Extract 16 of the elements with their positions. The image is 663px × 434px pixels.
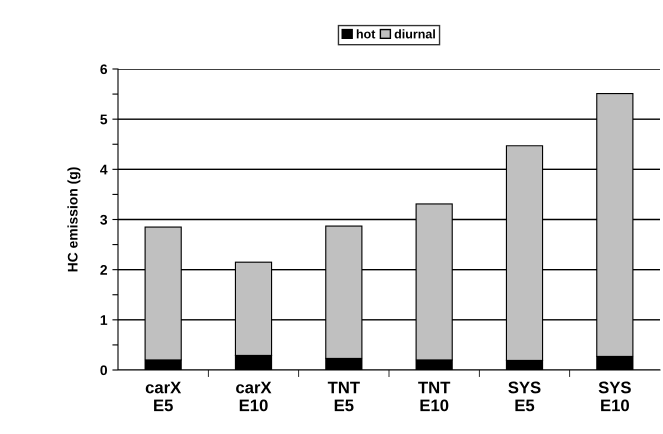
y-tick-label: 0 — [100, 365, 108, 376]
x-tick-label: TNT E5 — [328, 382, 360, 412]
y-tick-label: 6 — [100, 64, 108, 74]
x-tick-label: SYS E10 — [598, 382, 631, 412]
y-tick-label: 3 — [100, 214, 108, 225]
y-tick-label: 1 — [100, 315, 108, 325]
x-tick-label: SYS E5 — [508, 382, 541, 412]
y-tick-label: 4 — [100, 164, 108, 174]
y-tick-label: 5 — [100, 114, 108, 124]
y-axis-title: HC emission (g) — [67, 167, 80, 272]
x-tick-label: carX E10 — [236, 382, 272, 412]
x-tick-label: TNT E10 — [418, 382, 450, 412]
legend-label: diurnal — [394, 29, 435, 38]
legend-label: hot — [356, 29, 376, 38]
y-tick-label: 2 — [100, 265, 108, 275]
x-tick-label: carX E5 — [146, 382, 182, 412]
